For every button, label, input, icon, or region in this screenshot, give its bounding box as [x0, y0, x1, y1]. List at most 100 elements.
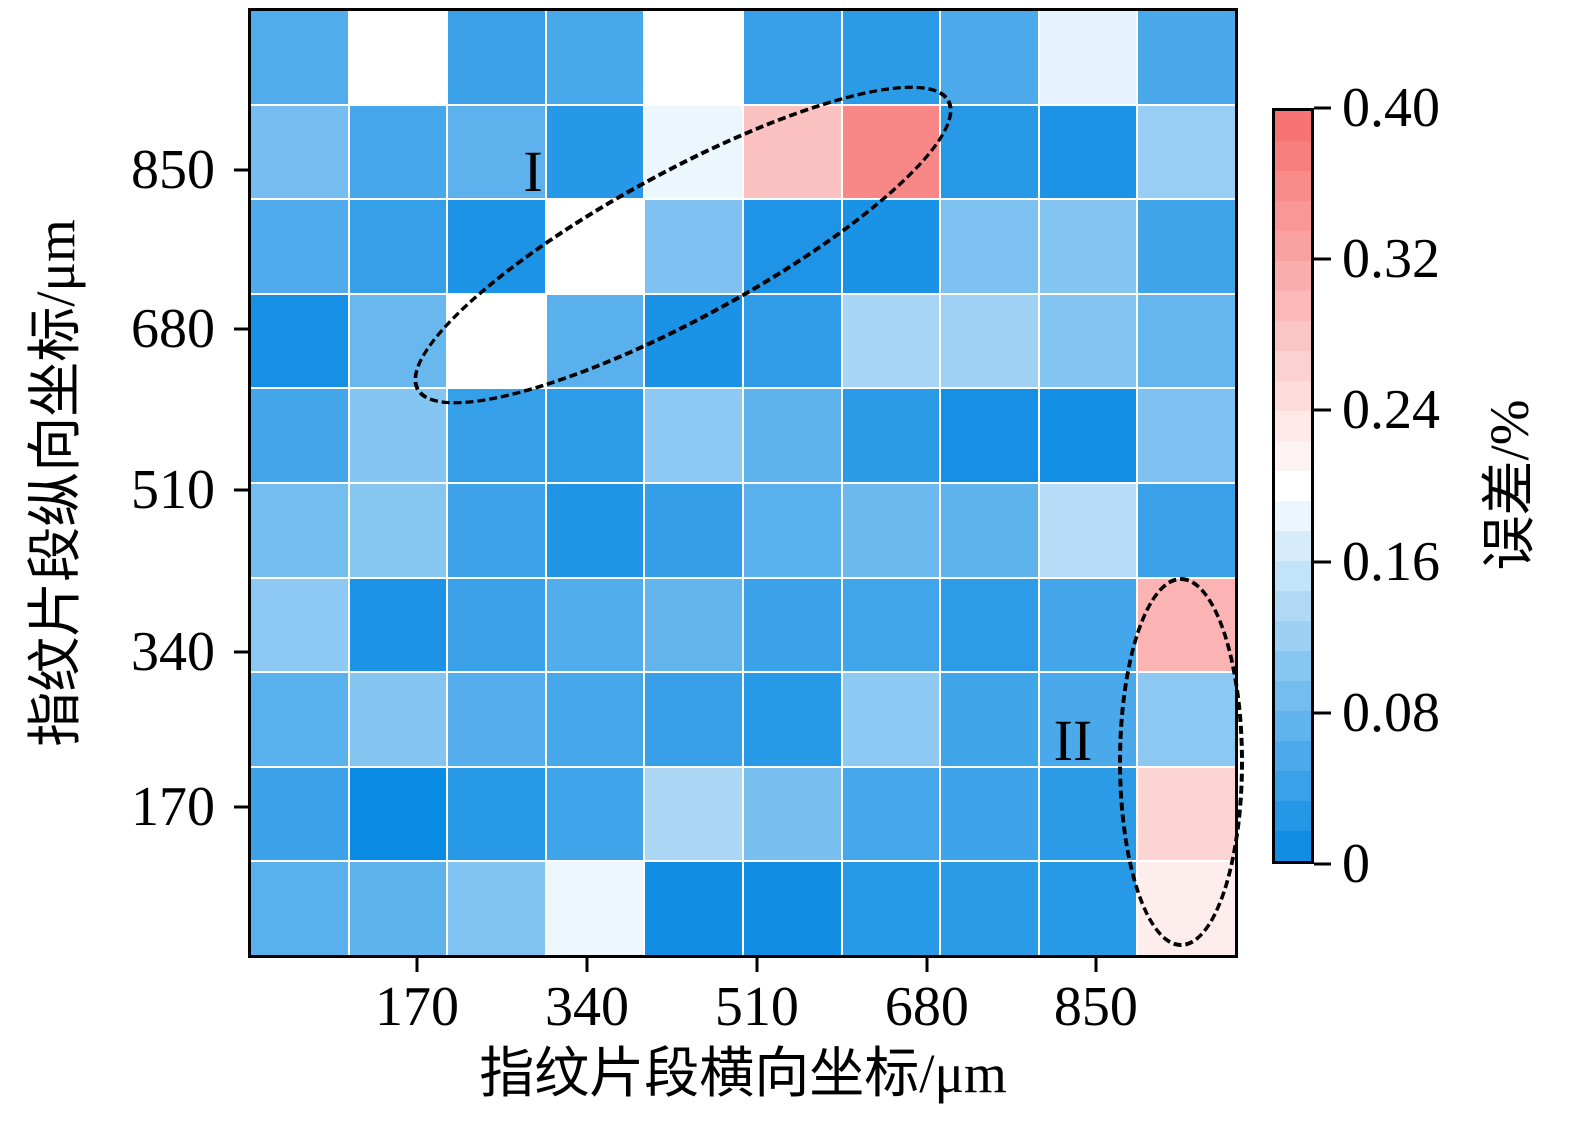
x-axis-tick [585, 955, 589, 972]
x-axis-tick [755, 955, 759, 972]
colorbar-tick-label: 0.32 [1342, 228, 1440, 291]
heatmap-cell [941, 483, 1038, 577]
colorbar-band [1275, 231, 1311, 261]
colorbar-band [1275, 291, 1311, 321]
heatmap-cell [842, 200, 940, 293]
heatmap-cell [1039, 200, 1137, 293]
heatmap-cell [251, 200, 348, 293]
plot-area: 170 340 510 680 850 850 680 510 340 170 [131, 8, 1238, 1035]
heatmap-cell [645, 294, 742, 388]
heatmap-cell [743, 673, 841, 766]
heatmap-cell [743, 11, 841, 104]
heatmap-cell [349, 11, 447, 104]
colorbar-band [1275, 561, 1311, 591]
heatmap-cell [546, 862, 644, 955]
region-II-ellipse [1118, 577, 1244, 947]
heatmap-cell [743, 105, 841, 199]
heatmap-cell [349, 389, 447, 482]
colorbar-tick [1314, 106, 1331, 110]
heatmap-cell [349, 862, 447, 955]
heatmap-cell [1138, 11, 1235, 104]
colorbar-band [1275, 771, 1311, 801]
x-axis-tick-label: 850 [1053, 976, 1138, 1038]
heatmap-cell [1039, 11, 1137, 104]
heatmap-cell [941, 578, 1038, 672]
heatmap-cell [1039, 389, 1137, 482]
colorbar-band [1275, 651, 1311, 681]
heatmap-cell [842, 389, 940, 482]
heatmap-cell [941, 862, 1038, 955]
x-axis-tick [415, 955, 419, 972]
colorbar-band [1275, 711, 1311, 741]
colorbar-tick [1314, 408, 1331, 412]
colorbar-tick-label: 0.40 [1342, 77, 1440, 139]
colorbar-band [1275, 531, 1311, 561]
heatmap-cell [645, 483, 742, 577]
colorbar-tick-label: 0.08 [1342, 681, 1440, 744]
colorbar-band [1275, 801, 1311, 831]
colorbar-band [1275, 351, 1311, 381]
heatmap-cell [448, 389, 545, 482]
heatmap-cell [743, 767, 841, 861]
colorbar-band [1275, 681, 1311, 711]
colorbar [1272, 108, 1314, 864]
heatmap-cell [842, 767, 940, 861]
heatmap-cell [645, 11, 742, 104]
heatmap-cell [645, 862, 742, 955]
heatmap-cell [842, 105, 940, 199]
heatmap-cell [349, 105, 447, 199]
heatmap-cell [448, 673, 545, 766]
colorbar-band [1275, 501, 1311, 531]
heatmap-grid [251, 11, 1235, 955]
heatmap-cell [743, 294, 841, 388]
y-axis-tick-label: 170 [131, 775, 215, 838]
heatmap-cell [251, 11, 348, 104]
colorbar-band [1275, 111, 1311, 141]
colorbar-tick [1314, 560, 1331, 564]
heatmap-cell [941, 673, 1038, 766]
x-axis-tick-label: 340 [544, 976, 629, 1038]
colorbar-tick [1314, 257, 1331, 261]
heatmap-cell [546, 767, 644, 861]
heatmap-cell [1039, 294, 1137, 388]
colorbar-band [1275, 321, 1311, 351]
heatmap-cell [448, 483, 545, 577]
heatmap-cell [251, 862, 348, 955]
heatmap-cell [251, 105, 348, 199]
heatmap-cell [349, 200, 447, 293]
colorbar-band [1275, 171, 1311, 201]
colorbar-tick-label: 0.24 [1342, 379, 1440, 442]
heatmap-cell [842, 483, 940, 577]
heatmap-cell [842, 294, 940, 388]
heatmap-cell [546, 578, 644, 672]
heatmap-cell [349, 767, 447, 861]
heatmap-cell [251, 673, 348, 766]
heatmap-cell [1039, 105, 1137, 199]
heatmap-cell [448, 862, 545, 955]
y-axis-tick-label: 340 [131, 620, 215, 683]
heatmap-cell [546, 11, 644, 104]
colorbar-band [1275, 261, 1311, 291]
heatmap-cell [1039, 578, 1137, 672]
heatmap-cell [941, 389, 1038, 482]
heatmap-cell [546, 483, 644, 577]
heatmap-cell [546, 389, 644, 482]
colorbar-tick [1314, 862, 1331, 866]
heatmap-cell [941, 11, 1038, 104]
colorbar-tick-label: 0 [1342, 833, 1370, 895]
heatmap-cell [349, 578, 447, 672]
heatmap-cell [251, 578, 348, 672]
heatmap-cell [743, 862, 841, 955]
heatmap-cell [941, 105, 1038, 199]
heatmap-cell [448, 578, 545, 672]
heatmap-cell [743, 483, 841, 577]
colorbar-tick [1314, 711, 1331, 715]
y-axis-label: 指纹片段纵向坐标/μm [24, 219, 86, 747]
heatmap-cell [645, 200, 742, 293]
colorbar-tick-label: 0.16 [1342, 530, 1440, 593]
x-axis-tick [1094, 955, 1098, 972]
heatmap-cell [546, 200, 644, 293]
colorbar-band [1275, 621, 1311, 651]
heatmap-cell [842, 673, 940, 766]
colorbar-band [1275, 381, 1311, 411]
